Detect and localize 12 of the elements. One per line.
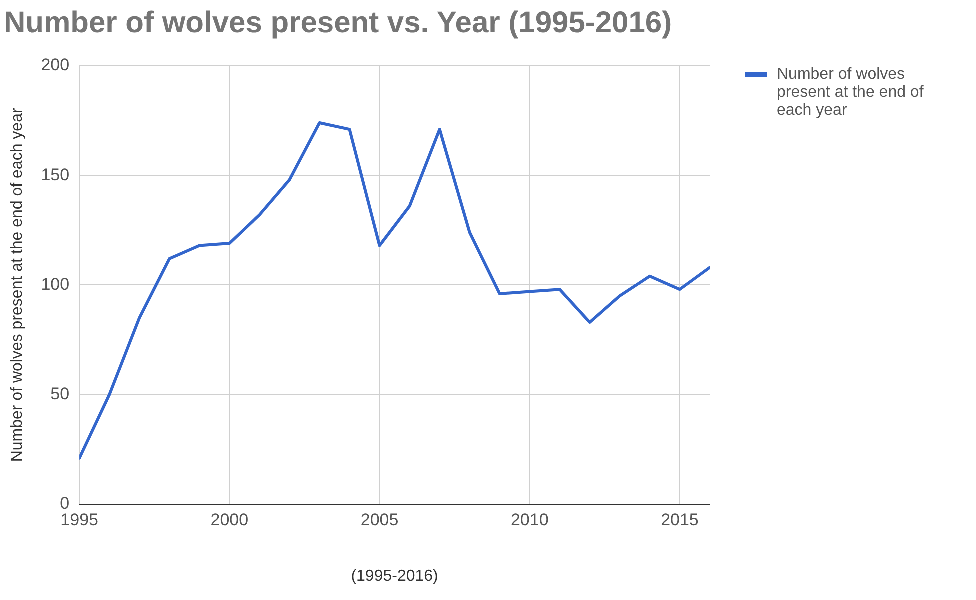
y-tick-label: 200: [41, 56, 70, 75]
x-tick-label: 2010: [510, 510, 549, 530]
x-axis-title: (1995-2016): [351, 568, 438, 585]
y-tick-label: 50: [50, 384, 70, 404]
x-tick-label: 2005: [360, 510, 399, 530]
x-tick-label: 2000: [210, 510, 249, 530]
y-axis-title: Number of wolves present at the end of each year: [9, 108, 26, 462]
y-tick-label: 100: [41, 274, 70, 294]
chart-title: Number of wolves present vs. Year (1995-2016): [4, 6, 672, 40]
x-tick-label: 2015: [661, 510, 699, 530]
y-tick-label: 150: [41, 165, 70, 184]
legend-label: Number of wolves present at the end of each year: [777, 66, 925, 120]
